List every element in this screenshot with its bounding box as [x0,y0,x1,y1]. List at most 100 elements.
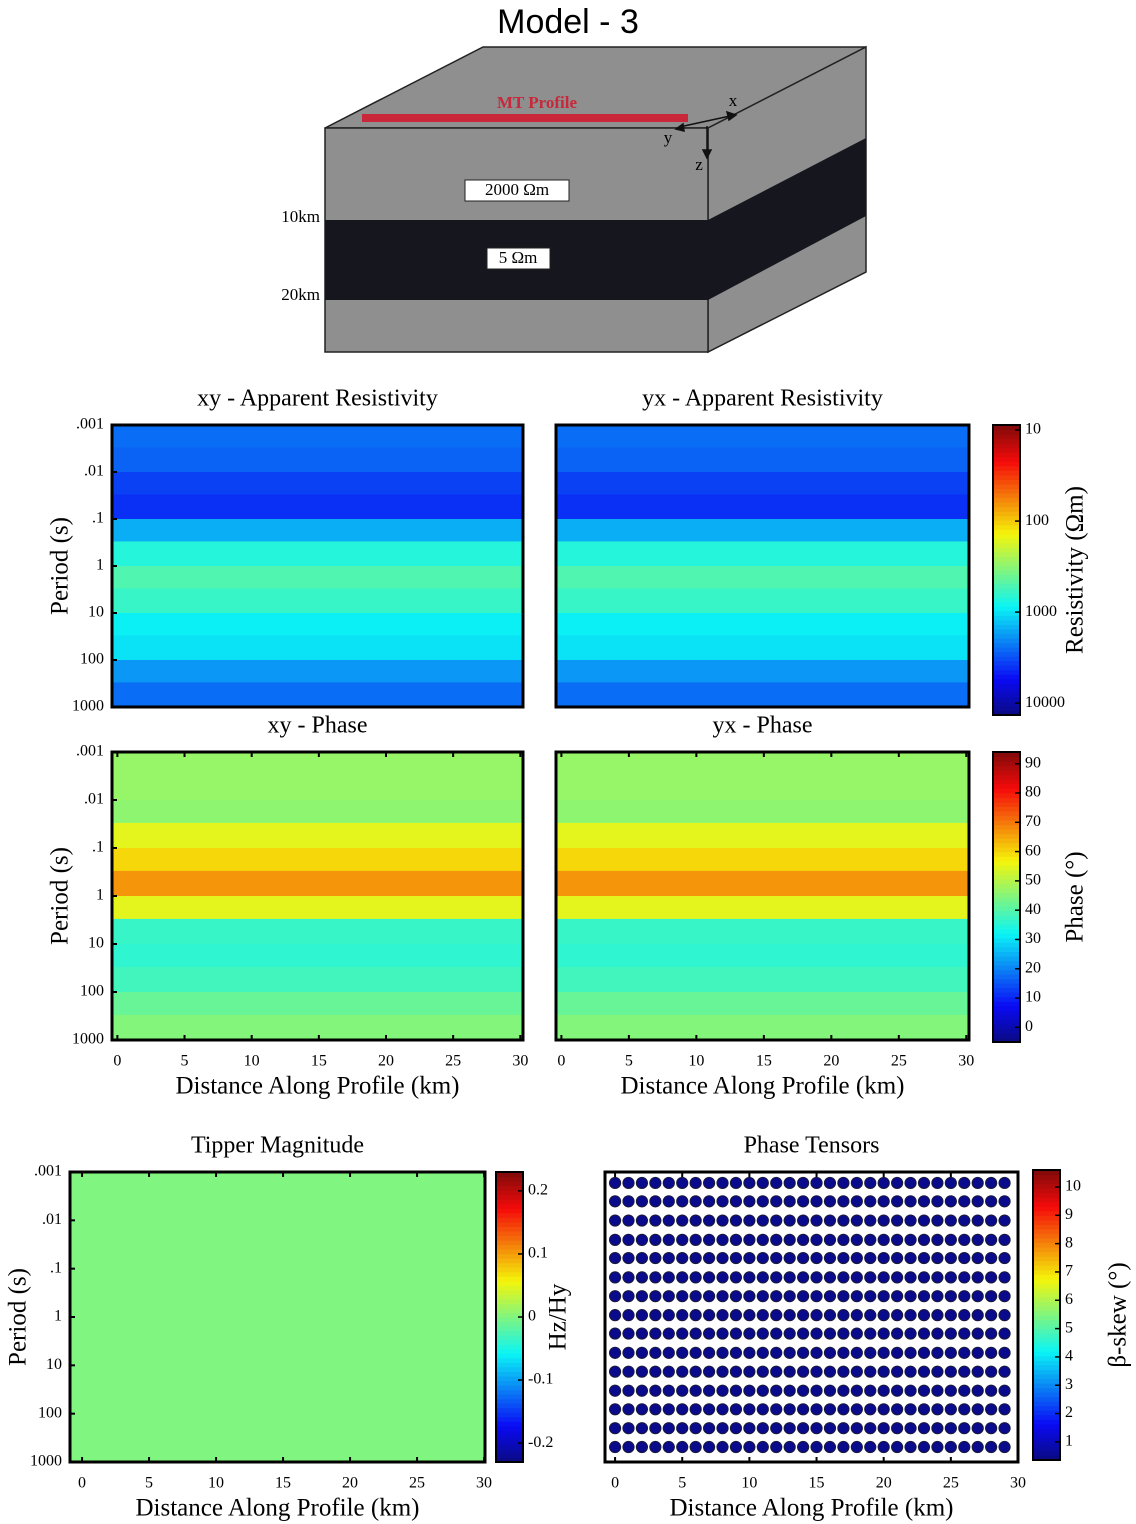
colorbar-swatch [496,1176,523,1182]
colorbar-swatch [993,1005,1020,1011]
colorbar-swatch [1033,1414,1060,1420]
phase-tensor-ellipse [810,1309,823,1322]
colorbar-swatch [993,774,1020,780]
phase-tensor-ellipse [823,1176,837,1190]
phase-tensor-ellipse [608,1346,622,1359]
phase-tensor-ellipse [649,1440,662,1454]
phase-tensor-ellipse [716,1176,729,1190]
phase-tensor-ellipse [944,1346,957,1359]
phase-tensor-ellipse [837,1403,850,1416]
heatmap-band [112,992,523,1016]
phase-tensor-ellipse [622,1309,635,1322]
phase-tensor-ellipse [716,1422,729,1435]
x-tick-label: 5 [181,1053,189,1070]
phase-tensor-ellipse [689,1195,702,1208]
phase-tensor-ellipse [850,1195,863,1208]
phase-tensor-ellipse [823,1440,837,1454]
colorbar-swatch [993,788,1020,794]
phase-tensor-ellipse [891,1365,904,1378]
phase-tensor-ellipse [743,1346,756,1359]
x-tick-label: 5 [678,1475,686,1492]
phase-tensor-ellipse [850,1309,863,1322]
colorbar-swatch [1033,1296,1060,1303]
phase-tensor-ellipse [635,1403,649,1416]
colorbar-swatch [993,1028,1020,1034]
x-tick-label: 10 [741,1475,757,1492]
phase-tensor-ellipse [662,1365,675,1378]
depth-label: 20km [281,285,320,304]
phase-tensor-ellipse [770,1422,783,1435]
phase-tensor-ellipse [864,1403,877,1416]
heatmap-band [556,472,969,495]
axis-z-label: z [695,155,703,174]
heatmap-band [112,918,523,945]
x-tick-label: 10 [688,1053,704,1070]
phase-tensor-ellipse [823,1251,837,1265]
phase-tensor-ellipse [716,1346,729,1359]
colorbar-swatch [1033,1446,1060,1452]
heatmap-band [112,870,523,897]
phase-tensor-ellipse [783,1290,796,1303]
phase-tensor-ellipse [770,1327,783,1340]
phase-tensor-ellipse [891,1403,904,1416]
phase-tensor-ellipse [702,1403,716,1416]
heatmap-band [556,822,969,849]
colorbar-swatch [993,656,1020,662]
phase-tensor-ellipse [716,1440,729,1454]
colorbar-swatch [1033,1274,1060,1280]
phase-tensor-ellipse [877,1403,890,1416]
colorbar-swatch [496,1217,523,1223]
colorbar-tick-label: 30 [1025,930,1041,947]
phase-tensor-ellipse [743,1384,756,1397]
phase-tensor-ellipse [971,1403,984,1416]
phase-tensor-ellipse [837,1251,850,1265]
phase-tensor-ellipse [756,1251,769,1265]
colorbar-label: Resistivity (Ωm) [1062,486,1089,654]
phase-tensor-ellipse [783,1176,796,1190]
chart-title: Phase Tensors [744,1133,880,1159]
colorbar-swatch [496,1389,523,1395]
phase-tensor-ellipse [864,1384,877,1397]
colorbar-swatch [1033,1441,1060,1448]
phase-tensor-ellipse [662,1309,675,1322]
colorbar-swatch [993,529,1020,535]
colorbar-swatch [496,1199,523,1205]
colorbar-swatch [993,978,1020,984]
colorbar-swatch [496,1457,523,1463]
phase-tensor-ellipse [783,1251,796,1265]
colorbar-swatch [1033,1373,1060,1380]
phase-tensor-ellipse [998,1365,1011,1378]
colorbar-swatch [993,588,1020,594]
phase-tensor-ellipse [702,1309,716,1322]
colorbar-swatch [496,1212,523,1218]
colorbar-swatch [1033,1337,1060,1343]
phase-tensor-ellipse [877,1271,890,1284]
phase-tensor-ellipse [783,1440,796,1454]
colorbar-swatch [1033,1392,1060,1398]
heatmap-band [556,425,969,448]
phase-tensor-ellipse [622,1440,635,1454]
phase-tensor-ellipse [998,1309,1011,1322]
phase-tensor-ellipse [797,1346,810,1359]
colorbar-swatch [496,1412,523,1418]
phase-tensor-ellipse [770,1309,783,1322]
phase-tensor-ellipse [891,1346,904,1359]
chart-title: xy - Phase [268,713,368,739]
phase-tensor-ellipse [850,1290,863,1303]
x-tick-label: 0 [557,1053,565,1070]
colorbar-tick-label: 5 [1065,1319,1073,1336]
phase-tensor-ellipse [716,1233,729,1246]
colorbar-swatch [993,801,1020,807]
phase-tensor-ellipse [958,1346,971,1359]
colorbar-swatch [496,1448,523,1454]
phase-tensor-ellipse [743,1214,756,1227]
colorbar-swatch [1033,1228,1060,1235]
colorbar-tick-label: -0.2 [528,1434,553,1451]
phase-tensor-ellipse [676,1176,689,1190]
phase-tensor-ellipse [810,1403,823,1416]
phase-tensor-ellipse [850,1384,863,1397]
phase-tensor-ellipse [823,1346,837,1359]
colorbar-swatch [993,937,1020,943]
phase-tensor-ellipse [676,1271,689,1284]
colorbar-swatch [993,642,1020,648]
